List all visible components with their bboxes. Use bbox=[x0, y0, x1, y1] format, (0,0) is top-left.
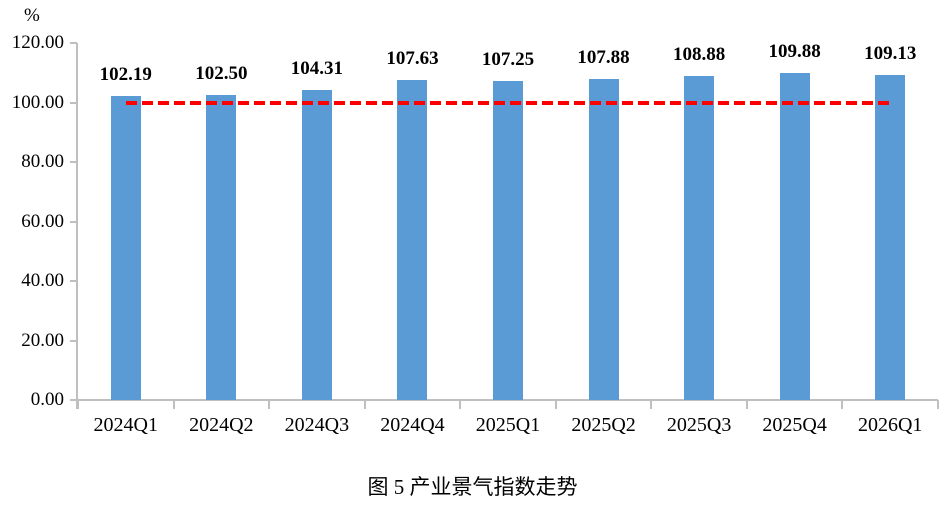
data-label-2024Q3: 104.31 bbox=[290, 57, 343, 79]
x-tick-mark-3 bbox=[363, 400, 366, 409]
x-tick-mark-4 bbox=[459, 400, 462, 409]
x-axis-label-2024Q1: 2024Q1 bbox=[93, 414, 158, 436]
x-axis-label-2025Q3: 2025Q3 bbox=[666, 414, 732, 436]
x-axis-label-2025Q2: 2025Q2 bbox=[571, 414, 636, 436]
y-tick-mark-80.00 bbox=[70, 161, 77, 163]
data-label-2024Q1: 102.19 bbox=[99, 64, 152, 85]
bar-2025Q3 bbox=[684, 76, 715, 400]
y-axis-line bbox=[76, 43, 78, 409]
chart-caption: 图 5 产业景气指数走势 bbox=[367, 475, 578, 499]
x-tick-mark-5 bbox=[554, 400, 557, 409]
bar-2024Q1 bbox=[110, 96, 141, 400]
bar-2024Q2 bbox=[206, 95, 237, 400]
bar-2025Q2 bbox=[588, 79, 619, 400]
x-tick-mark-8 bbox=[841, 400, 844, 409]
prosperity-index-bar-chart: % 102.19 102.50 104.31 107.63 107.25 107.88 10… bbox=[11, 5, 939, 436]
bar-2024Q3 bbox=[301, 89, 332, 400]
data-label-2026Q1: 109.13 bbox=[864, 43, 917, 65]
x-tick-mark-0 bbox=[77, 400, 79, 409]
x-tick-mark-1 bbox=[172, 400, 175, 409]
y-tick-label-100.00: 100.00 bbox=[11, 91, 64, 113]
x-axis-label-2024Q4: 2024Q4 bbox=[380, 414, 445, 436]
x-axis-label-2025Q4: 2025Q4 bbox=[762, 414, 827, 436]
data-label-2025Q4: 109.88 bbox=[768, 41, 821, 63]
y-tick-label-20.00: 20.00 bbox=[21, 329, 64, 351]
x-tick-mark-2 bbox=[268, 400, 271, 409]
data-label-2025Q3: 108.88 bbox=[672, 44, 726, 66]
plot-area: 102.19 102.50 104.31 107.63 107.25 107.88 108.… bbox=[78, 41, 938, 400]
y-tick-label-40.00: 40.00 bbox=[21, 270, 64, 291]
x-tick-mark-7 bbox=[745, 400, 748, 409]
bar-2024Q4 bbox=[397, 79, 428, 400]
x-axis-label-2024Q2: 2024Q2 bbox=[189, 414, 254, 436]
bar-2026Q1 bbox=[875, 75, 906, 400]
x-axis-label-2025Q1: 2025Q1 bbox=[475, 414, 541, 436]
x-axis-label-2026Q1: 2026Q1 bbox=[857, 414, 923, 436]
y-tick-mark-120.00 bbox=[70, 42, 77, 44]
y-tick-mark-20.00 bbox=[70, 339, 77, 342]
y-tick-mark-0.00 bbox=[70, 399, 77, 401]
x-tick-mark-9 bbox=[937, 400, 939, 409]
bar-2025Q4 bbox=[779, 73, 810, 400]
x-tick-mark-6 bbox=[650, 400, 653, 409]
reference-line-100 bbox=[125, 100, 891, 105]
y-tick-mark-40.00 bbox=[70, 280, 77, 282]
data-label-2024Q2: 102.50 bbox=[195, 63, 248, 85]
y-tick-label-80.00: 80.00 bbox=[21, 151, 64, 172]
data-label-2024Q4: 107.63 bbox=[386, 47, 439, 69]
x-axis-line bbox=[76, 399, 938, 401]
y-tick-label-120.00: 120.00 bbox=[11, 32, 64, 53]
y-tick-label-0.00: 0.00 bbox=[30, 389, 64, 410]
data-label-2025Q1: 107.25 bbox=[481, 48, 535, 70]
y-tick-label-60.00: 60.00 bbox=[21, 210, 64, 232]
data-label-2025Q2: 107.88 bbox=[577, 47, 630, 69]
bar-2025Q1 bbox=[493, 80, 523, 400]
x-axis-label-2024Q3: 2024Q3 bbox=[284, 414, 350, 436]
y-tick-mark-100.00 bbox=[70, 101, 77, 104]
y-axis-unit-label: % bbox=[24, 5, 40, 26]
y-tick-mark-60.00 bbox=[70, 220, 77, 223]
